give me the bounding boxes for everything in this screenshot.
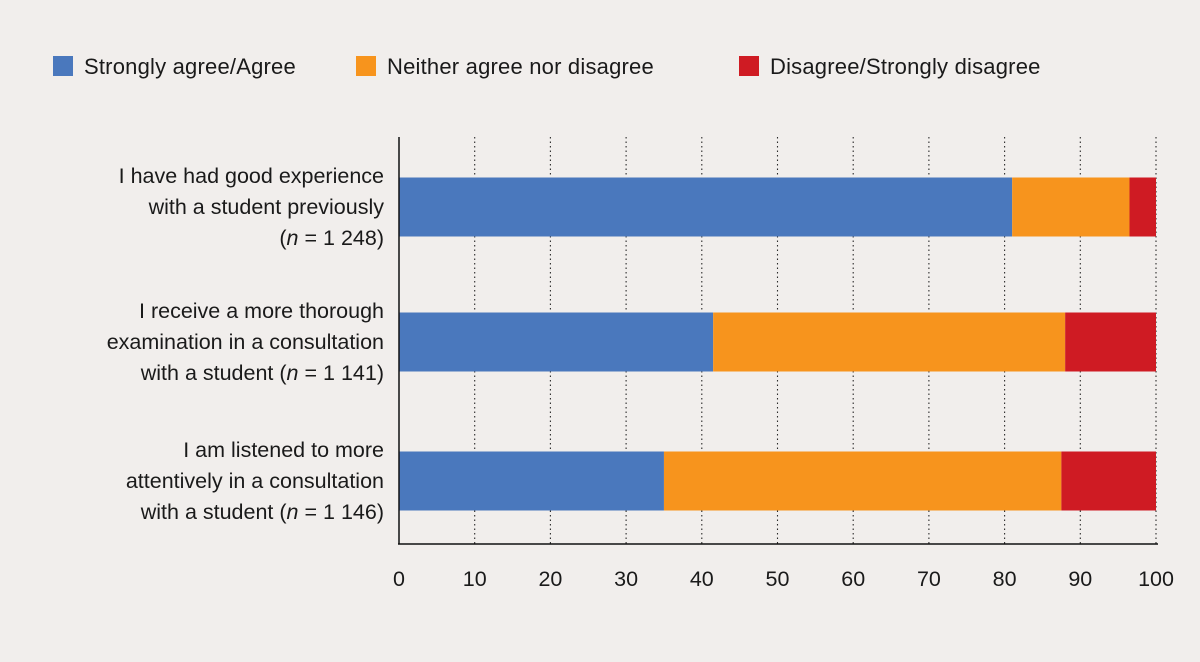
legend-item: Neither agree nor disagree [356, 54, 654, 79]
category-label-line: with a student previously [148, 195, 385, 219]
x-tick-label: 10 [463, 567, 487, 591]
category-label: I have had good experience with a student… [119, 164, 385, 250]
bar-segment [713, 312, 1066, 372]
category-label: I receive a more thorough examination in … [107, 299, 384, 385]
bar-segment [1129, 177, 1156, 237]
legend-label: Strongly agree/Agree [84, 54, 296, 79]
bar-segment [1061, 451, 1156, 511]
bar-segment [1065, 312, 1156, 372]
bar-segment [1012, 177, 1130, 237]
category-label-line: examination in a consultation [107, 330, 384, 354]
bar-segment [663, 451, 1062, 511]
x-tick-label: 30 [614, 567, 638, 591]
x-tick-label: 60 [841, 567, 865, 591]
x-tick-label: 100 [1138, 567, 1174, 591]
x-tick-labels: 0 10 20 30 40 50 60 70 80 90 100 [393, 567, 1174, 591]
bar-segment [399, 177, 1013, 237]
category-label-line: with a student (n = 1 146) [140, 500, 384, 524]
bars [399, 177, 1156, 511]
legend-swatch [356, 56, 376, 76]
x-tick-label: 70 [917, 567, 941, 591]
bar-segment [399, 451, 664, 511]
x-tick-label: 20 [538, 567, 562, 591]
x-tick-label: 0 [393, 567, 405, 591]
category-label-line: I receive a more thorough [139, 299, 384, 323]
x-tick-label: 90 [1068, 567, 1092, 591]
bar-segment [399, 312, 714, 372]
legend-item: Strongly agree/Agree [53, 54, 296, 79]
x-tick-label: 50 [766, 567, 790, 591]
legend-swatch [53, 56, 73, 76]
category-label-line: (n = 1 248) [279, 226, 384, 250]
legend-swatch [739, 56, 759, 76]
x-tick-label: 40 [690, 567, 714, 591]
legend-label: Neither agree nor disagree [387, 54, 654, 79]
category-labels: I have had good experience with a student… [107, 164, 385, 524]
legend-item: Disagree/Strongly disagree [739, 54, 1041, 79]
category-label: I am listened to more attentively in a co… [126, 438, 384, 524]
legend: Strongly agree/Agree Neither agree nor di… [53, 54, 1041, 79]
category-label-line: I have had good experience [119, 164, 384, 188]
category-label-line: with a student (n = 1 141) [140, 361, 384, 385]
category-label-line: attentively in a consultation [126, 469, 384, 493]
category-label-line: I am listened to more [183, 438, 384, 462]
axes [398, 137, 1158, 545]
legend-label: Disagree/Strongly disagree [770, 54, 1041, 79]
x-tick-label: 80 [993, 567, 1017, 591]
